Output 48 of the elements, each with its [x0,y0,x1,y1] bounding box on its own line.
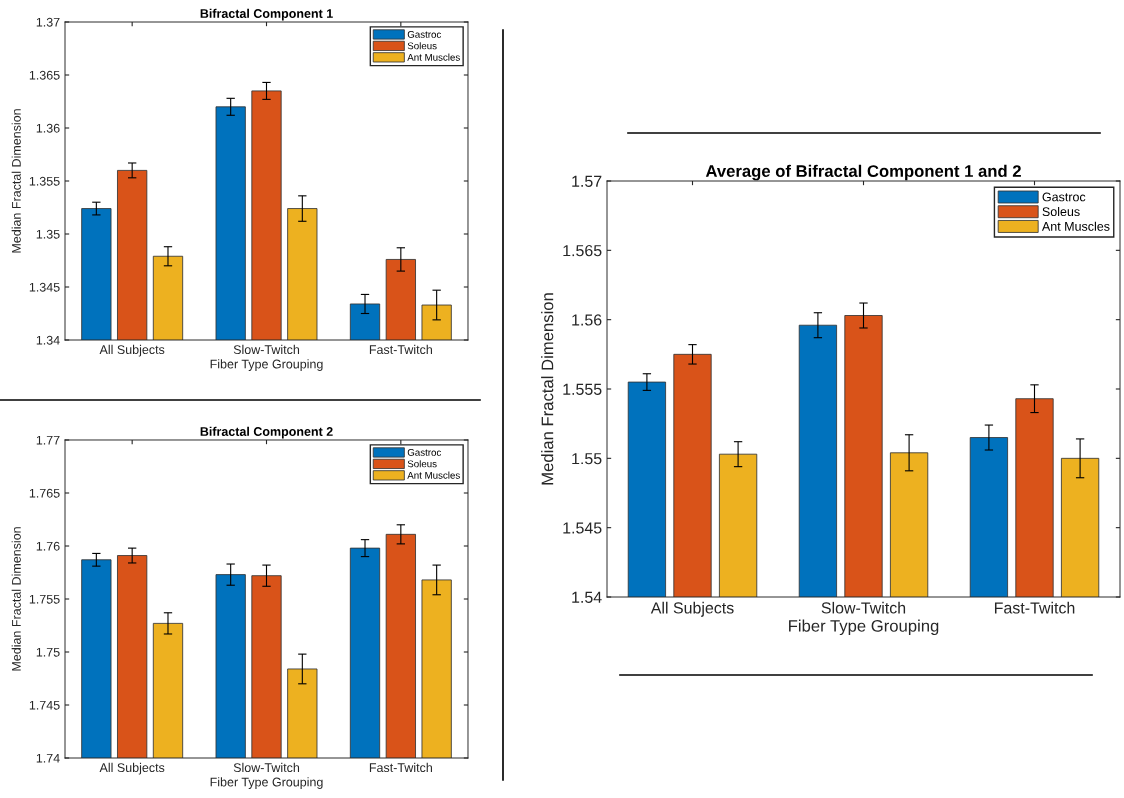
x-tick-label: Fast-Twitch [994,601,1075,614]
legend-label: Gastroc [407,30,442,38]
y-tick-label: 1.345 [29,282,60,292]
y-tick-label: 1.34 [36,335,60,345]
y-tick-label: 1.35 [36,229,60,239]
chart-title: Average of Bifractal Component 1 and 2 [705,164,1021,181]
y-tick-label: 1.745 [29,700,60,710]
y-tick-label: 1.74 [36,753,60,763]
x-tick-label: Fast-Twitch [369,762,432,773]
y-tick-label: 1.545 [563,522,602,534]
y-tick-label: 1.55 [572,453,602,465]
legend-label: Gastroc [1042,192,1086,202]
chart-title: Bifractal Component 1 [200,8,333,21]
legend-label: Soleus [1042,206,1080,217]
x-tick-label: Fast-Twitch [369,344,432,355]
y-tick-label: 1.77 [36,435,60,445]
x-tick-label: Slow-Twitch [821,601,906,614]
y-tick-label: 1.37 [36,17,60,27]
x-tick-label: All Subjects [650,601,734,617]
y-axis-title: Median Fractal Dimension [11,527,21,671]
y-tick-label: 1.355 [29,176,60,186]
y-axis-title: Median Fractal Dimension [541,293,554,485]
x-axis-title: Fiber Type Grouping [210,777,323,789]
y-tick-label: 1.57 [572,175,602,187]
legend-label: Ant Muscles [407,471,460,479]
y-tick-label: 1.555 [563,383,602,395]
legend-label: Ant Muscles [1041,221,1110,231]
y-tick-label: 1.365 [29,70,60,80]
y-tick-label: 1.75 [36,647,60,657]
y-tick-label: 1.765 [29,488,60,498]
x-axis-title: Fiber Type Grouping [789,619,939,636]
x-tick-label: Slow-Twitch [233,344,300,355]
x-axis-title: Fiber Type Grouping [210,359,323,371]
x-tick-label: Slow-Twitch [233,762,300,773]
legend-label: Soleus [407,460,437,468]
y-tick-label: 1.565 [563,244,602,257]
y-tick-label: 1.36 [36,123,60,133]
y-tick-label: 1.76 [36,541,60,551]
y-tick-label: 1.54 [572,591,602,603]
legend-label: Gastroc [407,448,442,456]
x-tick-label: All Subjects [99,344,165,357]
x-tick-label: All Subjects [99,762,165,775]
y-tick-label: 1.56 [572,314,602,326]
legend-label: Soleus [407,42,437,50]
y-tick-label: 1.755 [29,594,60,604]
legend-label: Ant Muscles [407,53,460,61]
chart-title: Bifractal Component 2 [200,426,333,439]
y-axis-title: Median Fractal Dimension [11,109,21,253]
